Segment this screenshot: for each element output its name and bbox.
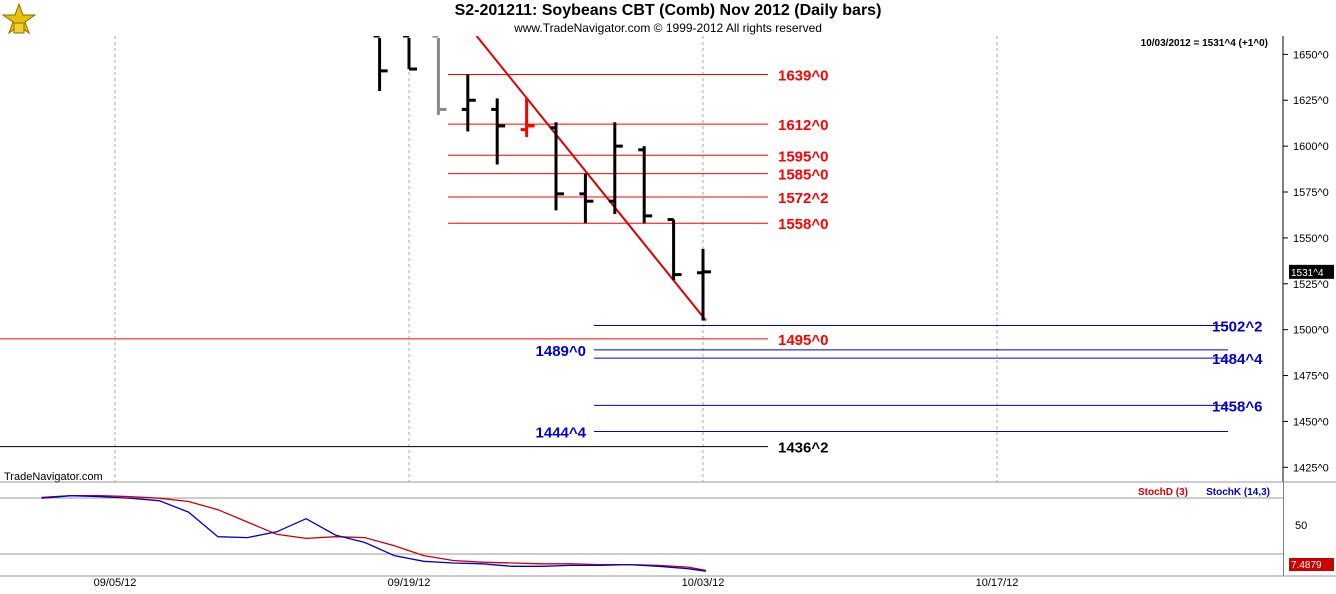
stoch-value-tag-bg [1289,558,1334,571]
chart-title: S2-201211: Soybeans CBT (Comb) Nov 2012 … [454,2,882,19]
date-tick-label: 09/05/12 [94,577,137,589]
price-bar [697,248,711,321]
price-bar [520,98,535,137]
last-price-tag: 1531^4 [1291,268,1324,279]
brand-label: TradeNavigator.com [4,471,103,483]
price-bar [461,74,476,132]
date-tick-label: 09/19/12 [388,577,431,589]
level-label: 1502^2 [1212,319,1262,336]
price-bar [579,173,594,224]
level-label: 1444^4 [536,425,587,442]
price-tick-label: 1425^0 [1293,462,1329,474]
price-bar [638,146,653,224]
price-tick-label: 1600^0 [1293,141,1329,153]
price-bar [432,34,447,115]
price-tick-label: 1450^0 [1293,416,1329,428]
price-tick-label: 1625^0 [1293,95,1329,107]
price-tick-label: 1525^0 [1293,279,1329,291]
level-label: 1595^0 [778,148,828,165]
last-price-tag-bg [1289,264,1334,279]
date-tick-label: 10/17/12 [976,577,1019,589]
stoch-series-line [41,495,706,572]
price-bar [403,34,417,71]
price-tick-label: 1575^0 [1293,187,1329,199]
date-tick-label: 10/03/12 [682,577,725,589]
trade-navigator-logo-icon [2,1,36,35]
price-bar [608,122,623,215]
level-label: 1495^0 [778,332,828,349]
stochastic-panel [0,482,1283,576]
stoch-series-line [41,495,707,572]
price-bar [491,98,506,165]
level-label: 1612^0 [778,117,828,134]
copyright-text: www.TradeNavigator.com © 1999-2012 All r… [514,21,822,35]
level-label: 1572^2 [778,190,828,207]
level-label: 1585^0 [778,167,828,184]
price-bar [550,122,564,211]
title-bar: S2-201211: Soybeans CBT (Comb) Nov 2012 … [0,0,1336,36]
price-axis-panel [1283,36,1336,594]
price-tick-label: 1650^0 [1293,49,1329,61]
level-label: 1639^0 [778,68,828,85]
price-tick-label: 1475^0 [1293,371,1329,383]
price-readout: 10/03/2012 = 1531^4 (+1^0) [1141,38,1268,49]
stochk-legend: StochK (14,3) [1206,487,1270,498]
stoch-value-tag: 7.4879 [1291,560,1322,571]
stochd-legend: StochD (3) [1138,487,1188,498]
level-label: 1458^6 [1212,398,1262,415]
price-bar [667,218,682,281]
level-label: 1436^2 [778,440,828,457]
level-label: 1558^0 [778,216,828,233]
trendline [475,35,707,322]
price-tick-label: 1550^0 [1293,233,1329,245]
level-label: 1484^4 [1212,351,1263,368]
price-tick-label: 1500^0 [1293,325,1329,337]
price-bar [373,34,388,92]
stoch-axis-label: 50 [1295,520,1307,532]
level-label: 1489^0 [536,343,586,360]
